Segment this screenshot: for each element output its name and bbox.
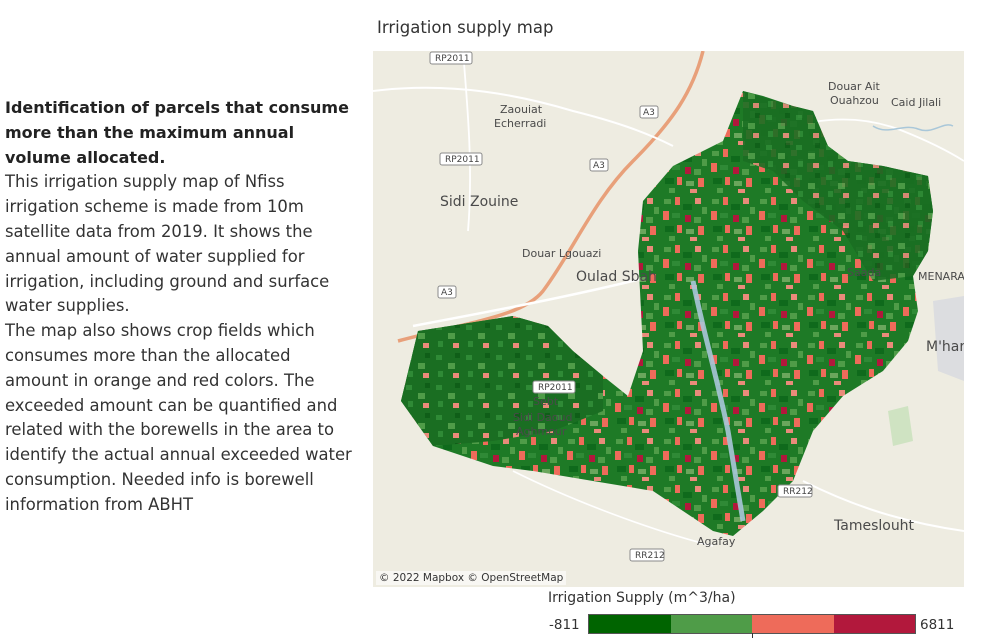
road-west xyxy=(462,51,471,232)
description-panel: Identification of parcels that consume m… xyxy=(5,96,355,518)
svg-text:RP2011: RP2011 xyxy=(538,383,573,393)
map-canvas[interactable]: RP2011 A3 RP2011 A3 A3 RP2011 RR212 RR21… xyxy=(373,51,964,587)
place-label: Saada xyxy=(847,266,881,279)
svg-text:A3: A3 xyxy=(643,108,655,118)
river-oued-nfiss xyxy=(690,280,746,522)
description-body: This irrigation supply map of Nfiss irri… xyxy=(5,172,352,514)
river-north xyxy=(872,124,954,132)
road-shield-rr212-east: RR212 xyxy=(777,484,813,498)
legend-tick xyxy=(752,633,753,638)
place-label: MENARA xyxy=(918,270,964,283)
place-label: Caid Jilali xyxy=(891,96,941,109)
place-label: Aghmour xyxy=(516,425,567,438)
place-label: Agafay xyxy=(697,535,736,548)
urban-area xyxy=(933,296,964,381)
legend-min-value: -811 xyxy=(549,617,580,633)
place-label: Tameslouht xyxy=(833,518,915,534)
legend-color-ramp xyxy=(588,614,916,634)
road-shield-rp2011-top: RP2011 xyxy=(429,51,473,65)
map-attribution[interactable]: © 2022 Mapbox © OpenStreetMap xyxy=(376,571,567,585)
road-shield-rp2011-center: RP2011 xyxy=(532,380,576,394)
northern-parcels[interactable] xyxy=(743,91,933,281)
place-label: Sebt xyxy=(533,395,559,408)
place-label: M'har xyxy=(926,339,964,355)
legend-segment xyxy=(752,615,834,633)
legend-segment xyxy=(833,615,915,633)
svg-text:RP2011: RP2011 xyxy=(435,54,470,64)
place-label: Zaouiat xyxy=(500,103,543,116)
place-label: Douar Lgouazi xyxy=(522,247,601,260)
legend-segment xyxy=(670,615,752,633)
description-title: Identification of parcels that consume m… xyxy=(5,98,349,167)
place-label: Douar Ait xyxy=(828,80,881,93)
place-label: Oulad Sbah xyxy=(576,269,657,285)
road-shield-rp2011-mid: RP2011 xyxy=(439,152,483,166)
legend-title: Irrigation Supply (m^3/ha) xyxy=(548,590,736,606)
western-parcels[interactable] xyxy=(401,316,603,446)
road-south xyxy=(512,470,714,547)
legend-segment xyxy=(589,615,671,633)
road-north xyxy=(373,86,674,147)
map-title: Irrigation supply map xyxy=(377,18,554,37)
road-shield-rr212-south: RR212 xyxy=(629,548,665,562)
place-label: Ouahzou xyxy=(830,94,879,107)
svg-text:A3: A3 xyxy=(593,161,605,171)
road-shield-a3-west: A3 xyxy=(437,285,457,299)
svg-text:RP2011: RP2011 xyxy=(445,155,480,165)
road-southeast xyxy=(802,480,964,532)
irrigation-map[interactable]: RP2011 A3 RP2011 A3 A3 RP2011 RR212 RR21… xyxy=(373,51,964,587)
svg-text:RR212: RR212 xyxy=(635,551,665,561)
place-label: Sidi Daoud xyxy=(513,411,572,424)
place-label: Sidi Zouine xyxy=(440,194,518,210)
svg-text:RR212: RR212 xyxy=(783,487,813,497)
road-shield-a3-mid: A3 xyxy=(589,158,609,172)
park-area xyxy=(888,406,913,446)
place-label: Echerradi xyxy=(494,117,546,130)
motorway-a3 xyxy=(397,51,705,343)
legend-max-value: 6811 xyxy=(920,617,955,633)
svg-text:A3: A3 xyxy=(441,288,453,298)
road-shield-a3-top: A3 xyxy=(639,105,659,119)
